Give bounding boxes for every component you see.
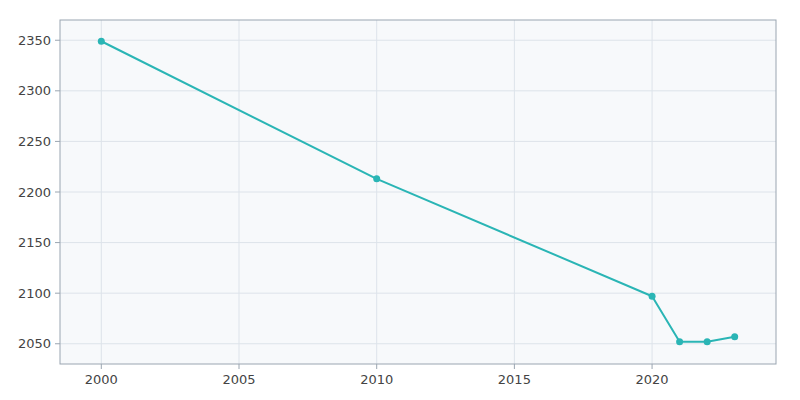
y-tick-label: 2200 [18, 185, 51, 200]
data-layer [98, 38, 738, 345]
y-grid-line [60, 192, 776, 193]
y-tick [55, 40, 60, 41]
point [98, 38, 105, 45]
y-grid-line [60, 90, 776, 91]
chart-container: 2000 2005 2010 2015 2020 2050 2100 2150 2200 2250… [0, 0, 800, 400]
point [373, 175, 380, 182]
x-tick-label: 2020 [636, 372, 669, 387]
y-tick [55, 192, 60, 193]
y-grid-line [60, 242, 776, 243]
x-tick [101, 364, 102, 369]
y-tick-label: 2050 [18, 336, 51, 351]
x-tick [514, 364, 515, 369]
x-tick-label: 2005 [222, 372, 255, 387]
x-tick [376, 364, 377, 369]
y-tick-label: 2100 [18, 286, 51, 301]
x-tick-label: 2010 [360, 372, 393, 387]
point [676, 338, 683, 345]
y-tick [55, 293, 60, 294]
y-grid-line [60, 141, 776, 142]
x-tick [239, 364, 240, 369]
line [101, 41, 734, 341]
y-tick-label: 2250 [18, 134, 51, 149]
y-tick [55, 242, 60, 243]
y-tick [55, 343, 60, 344]
point [704, 338, 711, 345]
y-tick [55, 90, 60, 91]
y-tick-label: 2350 [18, 33, 51, 48]
y-tick-label: 2150 [18, 235, 51, 250]
chart-svg: 2000 2005 2010 2015 2020 2050 2100 2150 2200 2250… [0, 0, 800, 400]
plot-area [60, 20, 776, 364]
x-tick-label: 2000 [85, 372, 118, 387]
plot-frame [60, 20, 776, 364]
x-tick-label: 2015 [498, 372, 531, 387]
x-tick [652, 364, 653, 369]
y-grid-line [60, 40, 776, 41]
axes: 2000 2005 2010 2015 2020 2050 2100 2150 2200 2250… [18, 33, 669, 387]
page: {"chart_data": {"type": "line", "x": [20… [0, 0, 800, 400]
point [649, 293, 656, 300]
y-grid-line [60, 293, 776, 294]
y-grid-line [60, 343, 776, 344]
y-tick [55, 141, 60, 142]
y-tick-label: 2300 [18, 83, 51, 98]
point [731, 333, 738, 340]
grid [60, 20, 776, 364]
